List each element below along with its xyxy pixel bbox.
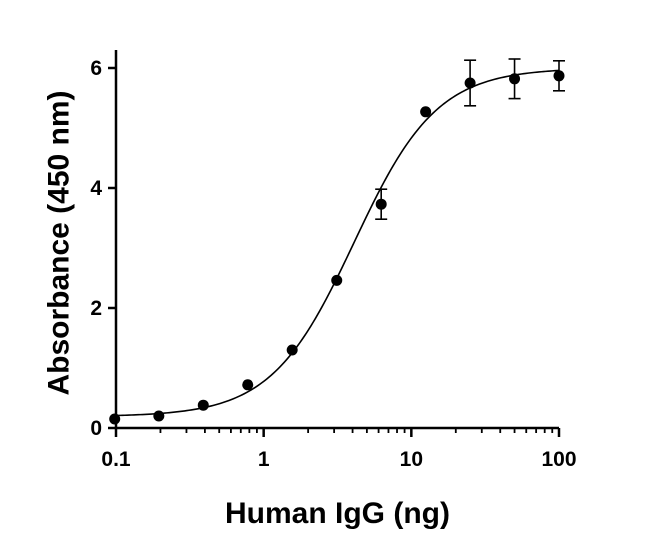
data-point xyxy=(242,379,254,391)
data-point xyxy=(197,399,209,411)
x-tick-label: 0.1 xyxy=(101,448,131,471)
x-tick-label: 100 xyxy=(541,448,576,471)
data-points xyxy=(109,70,565,425)
data-point xyxy=(420,106,432,118)
y-axis-title: Absorbance (450 nm) xyxy=(43,90,76,395)
x-tick-label: 1 xyxy=(258,448,270,471)
x-tick-label: 10 xyxy=(400,448,423,471)
data-point xyxy=(153,410,165,422)
data-point xyxy=(509,73,521,85)
data-point xyxy=(375,198,387,210)
ticks: 0 2 4 6 0.1 1 10 100 xyxy=(90,57,576,471)
data-point xyxy=(464,77,476,89)
data-point xyxy=(331,274,343,286)
data-point xyxy=(109,413,121,425)
fit-curve xyxy=(115,69,560,417)
data-point xyxy=(286,344,298,356)
y-tick-label: 6 xyxy=(90,57,102,80)
x-axis-title: Human IgG (ng) xyxy=(225,497,450,530)
y-tick-label: 4 xyxy=(90,177,102,200)
data-point xyxy=(553,70,565,82)
y-tick-label: 2 xyxy=(90,297,102,320)
axes xyxy=(114,50,559,430)
y-tick-label: 0 xyxy=(90,417,102,440)
